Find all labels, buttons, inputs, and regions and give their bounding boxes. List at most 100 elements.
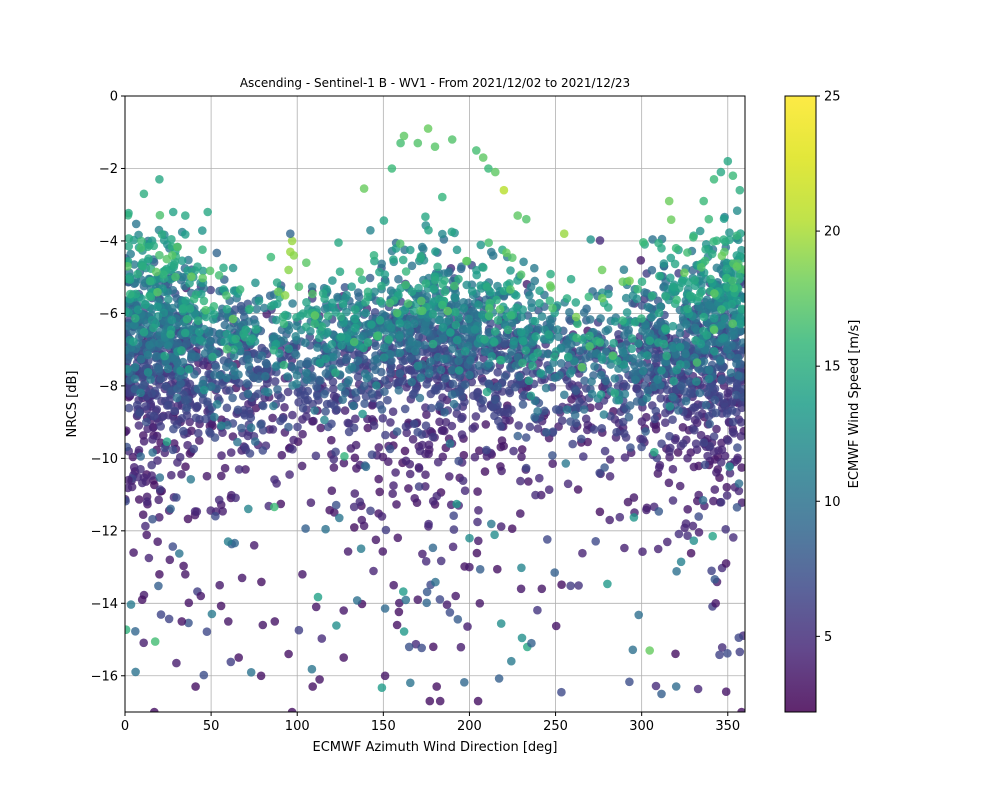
data-point <box>710 395 720 405</box>
data-point <box>263 388 273 397</box>
data-point <box>317 322 327 331</box>
data-point <box>294 282 304 292</box>
data-point <box>276 393 286 403</box>
data-point <box>369 566 378 576</box>
data-point <box>404 642 414 652</box>
data-point <box>226 657 236 667</box>
data-point <box>173 358 182 368</box>
data-point <box>621 293 631 303</box>
data-point <box>732 359 741 369</box>
data-point <box>177 256 187 266</box>
data-point <box>717 643 727 652</box>
data-point <box>699 438 709 447</box>
data-point <box>438 323 448 332</box>
data-point <box>191 413 201 423</box>
data-point <box>308 682 318 691</box>
data-point <box>268 413 277 423</box>
data-point <box>480 335 489 344</box>
data-point <box>424 369 434 378</box>
data-point <box>506 311 516 320</box>
data-point <box>447 421 457 431</box>
data-point <box>548 303 557 313</box>
data-point <box>462 256 471 266</box>
data-point <box>147 471 156 480</box>
data-point <box>155 570 164 579</box>
data-point <box>386 369 396 378</box>
data-point <box>415 446 425 456</box>
data-point <box>614 395 624 405</box>
data-point <box>331 447 340 457</box>
data-point <box>681 396 691 406</box>
data-point <box>709 432 719 441</box>
data-point <box>584 292 594 302</box>
data-point <box>666 253 676 263</box>
data-point <box>710 485 720 494</box>
data-point <box>240 443 250 452</box>
data-point <box>371 365 380 375</box>
data-point <box>706 274 715 284</box>
data-point <box>600 446 610 456</box>
data-point <box>669 343 678 353</box>
data-point <box>732 262 742 271</box>
data-point <box>669 282 678 291</box>
data-point <box>494 674 504 683</box>
data-point <box>456 642 466 652</box>
data-point <box>181 570 190 579</box>
data-point <box>138 478 147 488</box>
data-point <box>280 291 290 300</box>
data-point <box>424 225 433 235</box>
data-point <box>712 468 721 477</box>
data-point <box>169 260 179 270</box>
data-point <box>249 373 259 382</box>
data-point <box>573 319 582 329</box>
data-point <box>509 336 519 346</box>
data-point <box>685 377 695 386</box>
data-point <box>520 390 529 400</box>
data-point <box>709 314 719 323</box>
data-point <box>570 357 579 366</box>
data-point <box>465 533 474 543</box>
data-point <box>499 286 509 296</box>
data-point <box>527 638 536 648</box>
data-point <box>289 435 298 445</box>
data-point <box>721 559 731 568</box>
data-point <box>284 265 293 275</box>
data-point <box>206 285 215 295</box>
data-point <box>704 300 714 310</box>
data-point <box>195 327 204 337</box>
data-point <box>500 340 509 349</box>
data-point <box>167 235 176 244</box>
data-point <box>645 646 654 655</box>
data-point <box>350 489 360 498</box>
y-tick-label: −2 <box>99 162 118 177</box>
data-point <box>438 425 448 435</box>
colorbar-tick-label: 5 <box>824 630 832 645</box>
data-point <box>399 627 409 636</box>
data-point <box>386 418 395 427</box>
data-point <box>273 385 282 394</box>
data-point <box>372 381 381 390</box>
data-point <box>360 381 369 391</box>
data-point <box>524 376 534 386</box>
data-point <box>610 374 620 383</box>
data-point <box>216 601 226 611</box>
data-point <box>490 530 499 540</box>
data-point <box>678 439 688 448</box>
data-point <box>625 276 634 286</box>
data-point <box>262 359 271 369</box>
data-point <box>294 398 303 407</box>
data-point <box>237 305 246 314</box>
data-point <box>284 649 293 659</box>
data-point <box>178 304 188 314</box>
data-point <box>661 324 670 333</box>
data-point <box>495 305 505 314</box>
data-point <box>135 408 144 417</box>
data-point <box>666 443 675 453</box>
data-point <box>269 345 279 355</box>
data-point <box>377 259 387 269</box>
data-point <box>302 298 311 307</box>
data-point <box>131 219 141 229</box>
data-point <box>574 581 583 590</box>
data-point <box>736 418 745 427</box>
data-point <box>585 331 594 341</box>
